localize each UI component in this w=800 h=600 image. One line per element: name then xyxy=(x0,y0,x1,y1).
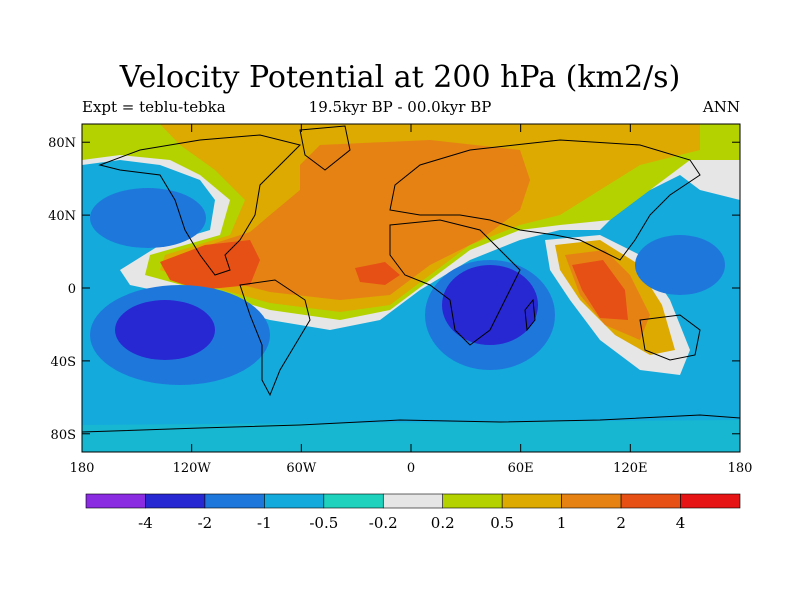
contour-red-indian xyxy=(572,260,628,320)
colorbar-label: -2 xyxy=(198,514,213,532)
colorbar-label: 4 xyxy=(676,514,686,532)
colorbar-swatch xyxy=(561,493,622,509)
colorbar-swatch xyxy=(323,493,384,509)
season-label: ANN xyxy=(702,98,740,116)
contour-red-atlantic xyxy=(355,262,400,285)
lon-tick-label: 180 xyxy=(728,461,753,476)
contour-darkblue-southpacific xyxy=(115,300,215,360)
contour-darkblue-africa xyxy=(442,265,538,345)
lat-tick-label: 80N xyxy=(48,136,76,151)
colorbar-swatch xyxy=(382,493,444,509)
lon-tick-label: 180 xyxy=(70,461,95,476)
lon-tick-label: 60W xyxy=(286,461,317,476)
contour-red-west xyxy=(160,240,260,290)
colorbar-label: -1 xyxy=(257,514,272,532)
colorbar-swatch xyxy=(442,493,503,509)
colorbar-label: 0.5 xyxy=(490,514,514,532)
coastlines xyxy=(82,125,740,433)
colorbar-swatch xyxy=(204,493,265,509)
axis-ticks: 80N 40N 0 40S 80S 180 120W 60W 0 60E 120E 180 xyxy=(48,124,752,476)
contour-orange xyxy=(180,140,530,300)
contour-lightblue-south xyxy=(82,400,740,452)
colorbar-swatch xyxy=(620,493,681,509)
contour-teal-south xyxy=(82,420,740,452)
colorbar-label: -0.5 xyxy=(309,514,338,532)
lat-tick-label: 40S xyxy=(51,355,76,370)
lon-tick-label: 60E xyxy=(508,461,534,476)
contour-blue-northpacific xyxy=(90,188,206,248)
colorbar-swatch xyxy=(85,493,146,509)
colorbar-label: -4 xyxy=(138,514,153,532)
colorbar-swatch xyxy=(145,493,206,509)
lat-tick-label: 40N xyxy=(48,209,76,224)
lon-tick-label: 120E xyxy=(613,461,647,476)
colorbar-label: 0.2 xyxy=(431,514,455,532)
colorbar: -4 -2 -1 -0.5 -0.2 0.2 0.5 1 2 4 xyxy=(85,493,741,532)
colorbar-swatch xyxy=(501,493,562,509)
lon-tick-label: 120W xyxy=(173,461,212,476)
lat-tick-label: 0 xyxy=(68,282,76,297)
lat-tick-label: 80S xyxy=(51,428,76,443)
lon-tick-label: 0 xyxy=(407,461,415,476)
experiment-label: Expt = teblu-tebka xyxy=(82,98,226,116)
plot-title: Velocity Potential at 200 hPa (km2/s) xyxy=(119,60,681,95)
colorbar-swatch xyxy=(264,493,325,509)
time-range-label: 19.5kyr BP - 00.0kyr BP xyxy=(308,98,492,116)
colorbar-label: 1 xyxy=(557,514,567,532)
colorbar-label: 2 xyxy=(616,514,626,532)
colorbar-label: -0.2 xyxy=(369,514,398,532)
contour-field xyxy=(82,124,740,452)
contour-blue-westpacific xyxy=(635,235,725,295)
colorbar-swatch xyxy=(680,493,741,509)
